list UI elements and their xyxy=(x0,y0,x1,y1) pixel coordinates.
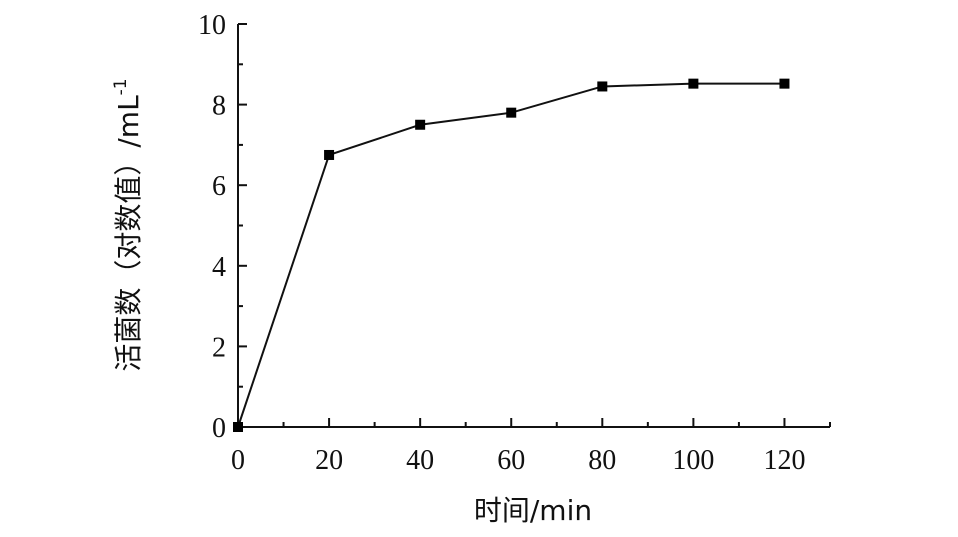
y-axis-title-group: 活菌数（对数值）/mL-1 xyxy=(111,78,145,371)
x-tick-label: 120 xyxy=(763,445,805,476)
series-line xyxy=(237,82,785,428)
x-tick-label: 100 xyxy=(672,445,714,476)
x-tick-label: 20 xyxy=(315,445,343,476)
data-point-marker xyxy=(233,422,243,432)
y-axis-title-superscript: -1 xyxy=(111,78,131,95)
x-tick-label: 40 xyxy=(406,445,434,476)
y-tick-label: 8 xyxy=(212,91,226,122)
y-tick-label: 4 xyxy=(212,252,226,283)
tick-labels: 0 20 40 60 80 100 120 0 2 4 6 8 10 xyxy=(198,10,805,476)
y-tick-label: 0 xyxy=(212,413,226,444)
x-tick-label: 80 xyxy=(588,445,616,476)
x-tick-label: 0 xyxy=(231,445,245,476)
ticks xyxy=(237,23,831,428)
y-tick-label: 10 xyxy=(198,10,226,41)
x-tick-label: 60 xyxy=(497,445,525,476)
y-axis-title: 活菌数（对数值）/mL-1 xyxy=(111,78,145,371)
y-tick-label: 2 xyxy=(212,332,226,363)
data-point-marker xyxy=(779,78,790,89)
data-point-marker xyxy=(415,119,426,130)
data-point-marker xyxy=(597,81,608,92)
y-axis-title-main: 活菌数（对数值）/mL xyxy=(112,95,145,372)
x-axis-title: 时间/min xyxy=(474,494,592,527)
data-point-marker xyxy=(688,78,699,89)
y-tick-label: 6 xyxy=(212,171,226,202)
data-point-marker xyxy=(324,149,335,160)
series xyxy=(233,78,790,432)
data-point-marker xyxy=(506,107,517,118)
